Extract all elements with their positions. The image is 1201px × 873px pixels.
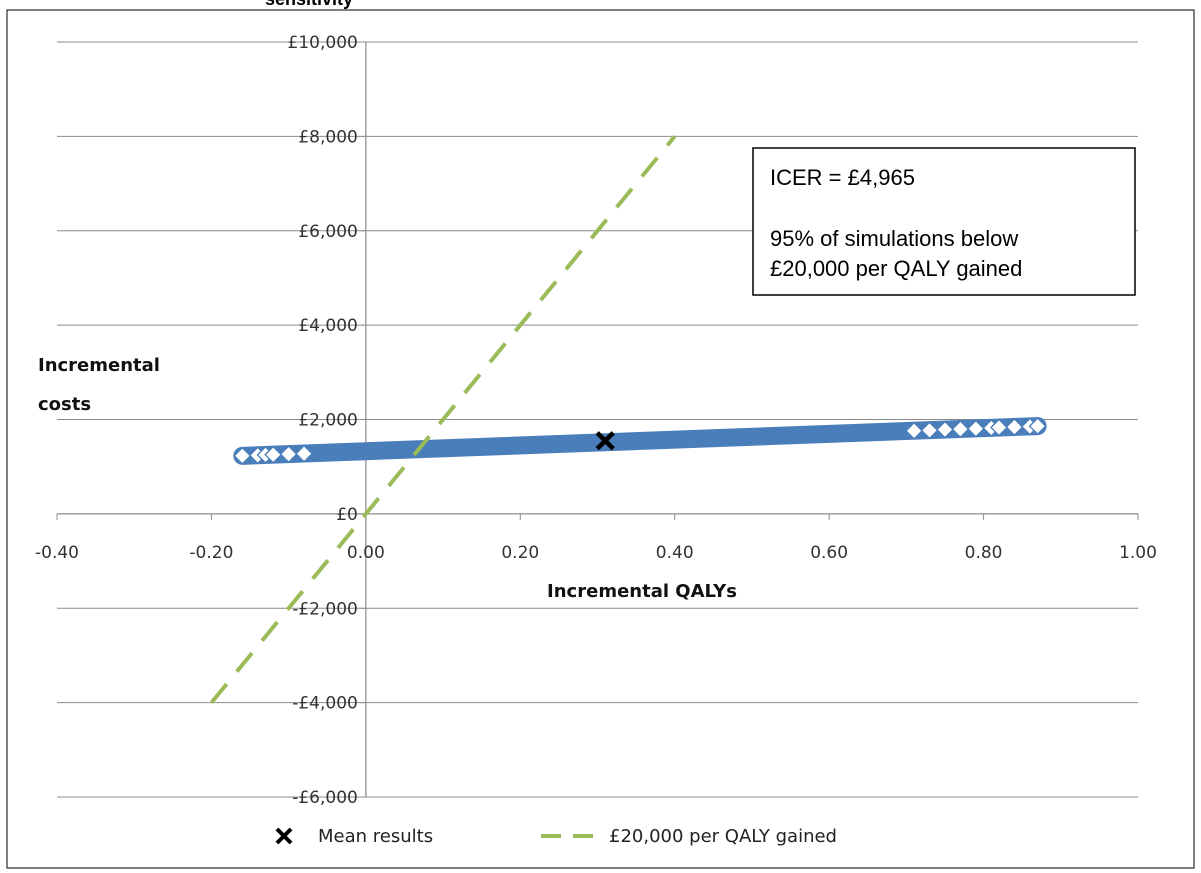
scatter-point [233, 446, 252, 465]
legend-mean-label: Mean results [318, 826, 433, 847]
y-tick-label: £2,000 [298, 411, 357, 431]
scatter-point [743, 428, 761, 446]
y-tick-label: £6,000 [298, 222, 357, 242]
y-axis-title-line-2: costs [38, 394, 91, 415]
annotation-simulations: 95% of simulations below [770, 226, 1018, 251]
scatter-point [627, 432, 646, 451]
scatter-series [233, 417, 1047, 465]
y-tick-label: -£4,000 [292, 694, 358, 714]
scatter-point [781, 426, 800, 445]
threshold-line [209, 135, 677, 704]
scatter-point [966, 419, 985, 438]
scatter-point [665, 430, 684, 449]
mean-point [595, 431, 615, 451]
scatter-point [318, 443, 337, 462]
scatter-point [858, 423, 877, 442]
scatter-point [704, 429, 723, 448]
mean-series [595, 431, 615, 451]
scatter-point [1028, 417, 1047, 436]
tick-labels: -£6,000 -£4,000 -£2,000 £0 £2,000 £4,000 £6,00… [35, 33, 1157, 808]
y-tick-label: £4,000 [298, 316, 357, 336]
scatter-point [951, 420, 970, 439]
annotation-threshold: £20,000 per QALY gained [770, 256, 1022, 281]
y-tick-label: £10,000 [288, 33, 358, 53]
x-axis-title: Incremental QALYs [547, 581, 737, 602]
scatter-point [905, 421, 923, 440]
scatter-point [395, 440, 414, 459]
scatter-point [990, 418, 1008, 437]
legend-mean-marker [275, 827, 293, 845]
threshold-line-series [209, 135, 677, 704]
scatter-point [279, 445, 298, 464]
scatter-point [549, 435, 568, 453]
y-tick-label: -£6,000 [292, 788, 358, 808]
chart-title-fragment: sensitivity [265, 0, 353, 9]
y-tick-label: -£2,000 [292, 599, 358, 619]
annotation-frame [752, 147, 1136, 296]
x-tick-label: -0.20 [189, 543, 233, 563]
legend-threshold-label: £20,000 per QALY gained [609, 826, 837, 847]
annotation-icer: ICER = £4,965 [770, 165, 915, 190]
x-tick-label: 0.60 [810, 543, 848, 563]
x-tick-label: 0.20 [501, 543, 539, 563]
scatter-point [936, 420, 954, 439]
scatter-point [820, 425, 839, 444]
scatter-point [264, 445, 283, 464]
y-axis-title-line-1: Incremental [38, 355, 160, 376]
scatter-point [295, 444, 314, 463]
annotation-box: ICER = £4,965 95% of simulations below £… [752, 147, 1136, 296]
legend: Mean results £20,000 per QALY gained [275, 826, 837, 847]
scatter-point [356, 442, 375, 461]
x-tick-label: 1.00 [1119, 543, 1157, 563]
scatter-band [233, 417, 1047, 465]
scatter-point [920, 421, 939, 440]
x-tick-label: 0.00 [347, 543, 385, 563]
scatter-point [472, 437, 491, 456]
scatter-point [1005, 418, 1024, 436]
scatter-point [511, 436, 530, 455]
scatter-point [434, 439, 452, 458]
x-tick-label: -0.40 [35, 543, 79, 563]
x-tick-label: 0.80 [965, 543, 1003, 563]
scatter-point [889, 422, 908, 441]
x-tick-label: 0.40 [656, 543, 694, 563]
y-tick-label: £0 [336, 505, 358, 525]
axes [56, 41, 1139, 798]
y-tick-label: £8,000 [298, 127, 357, 147]
